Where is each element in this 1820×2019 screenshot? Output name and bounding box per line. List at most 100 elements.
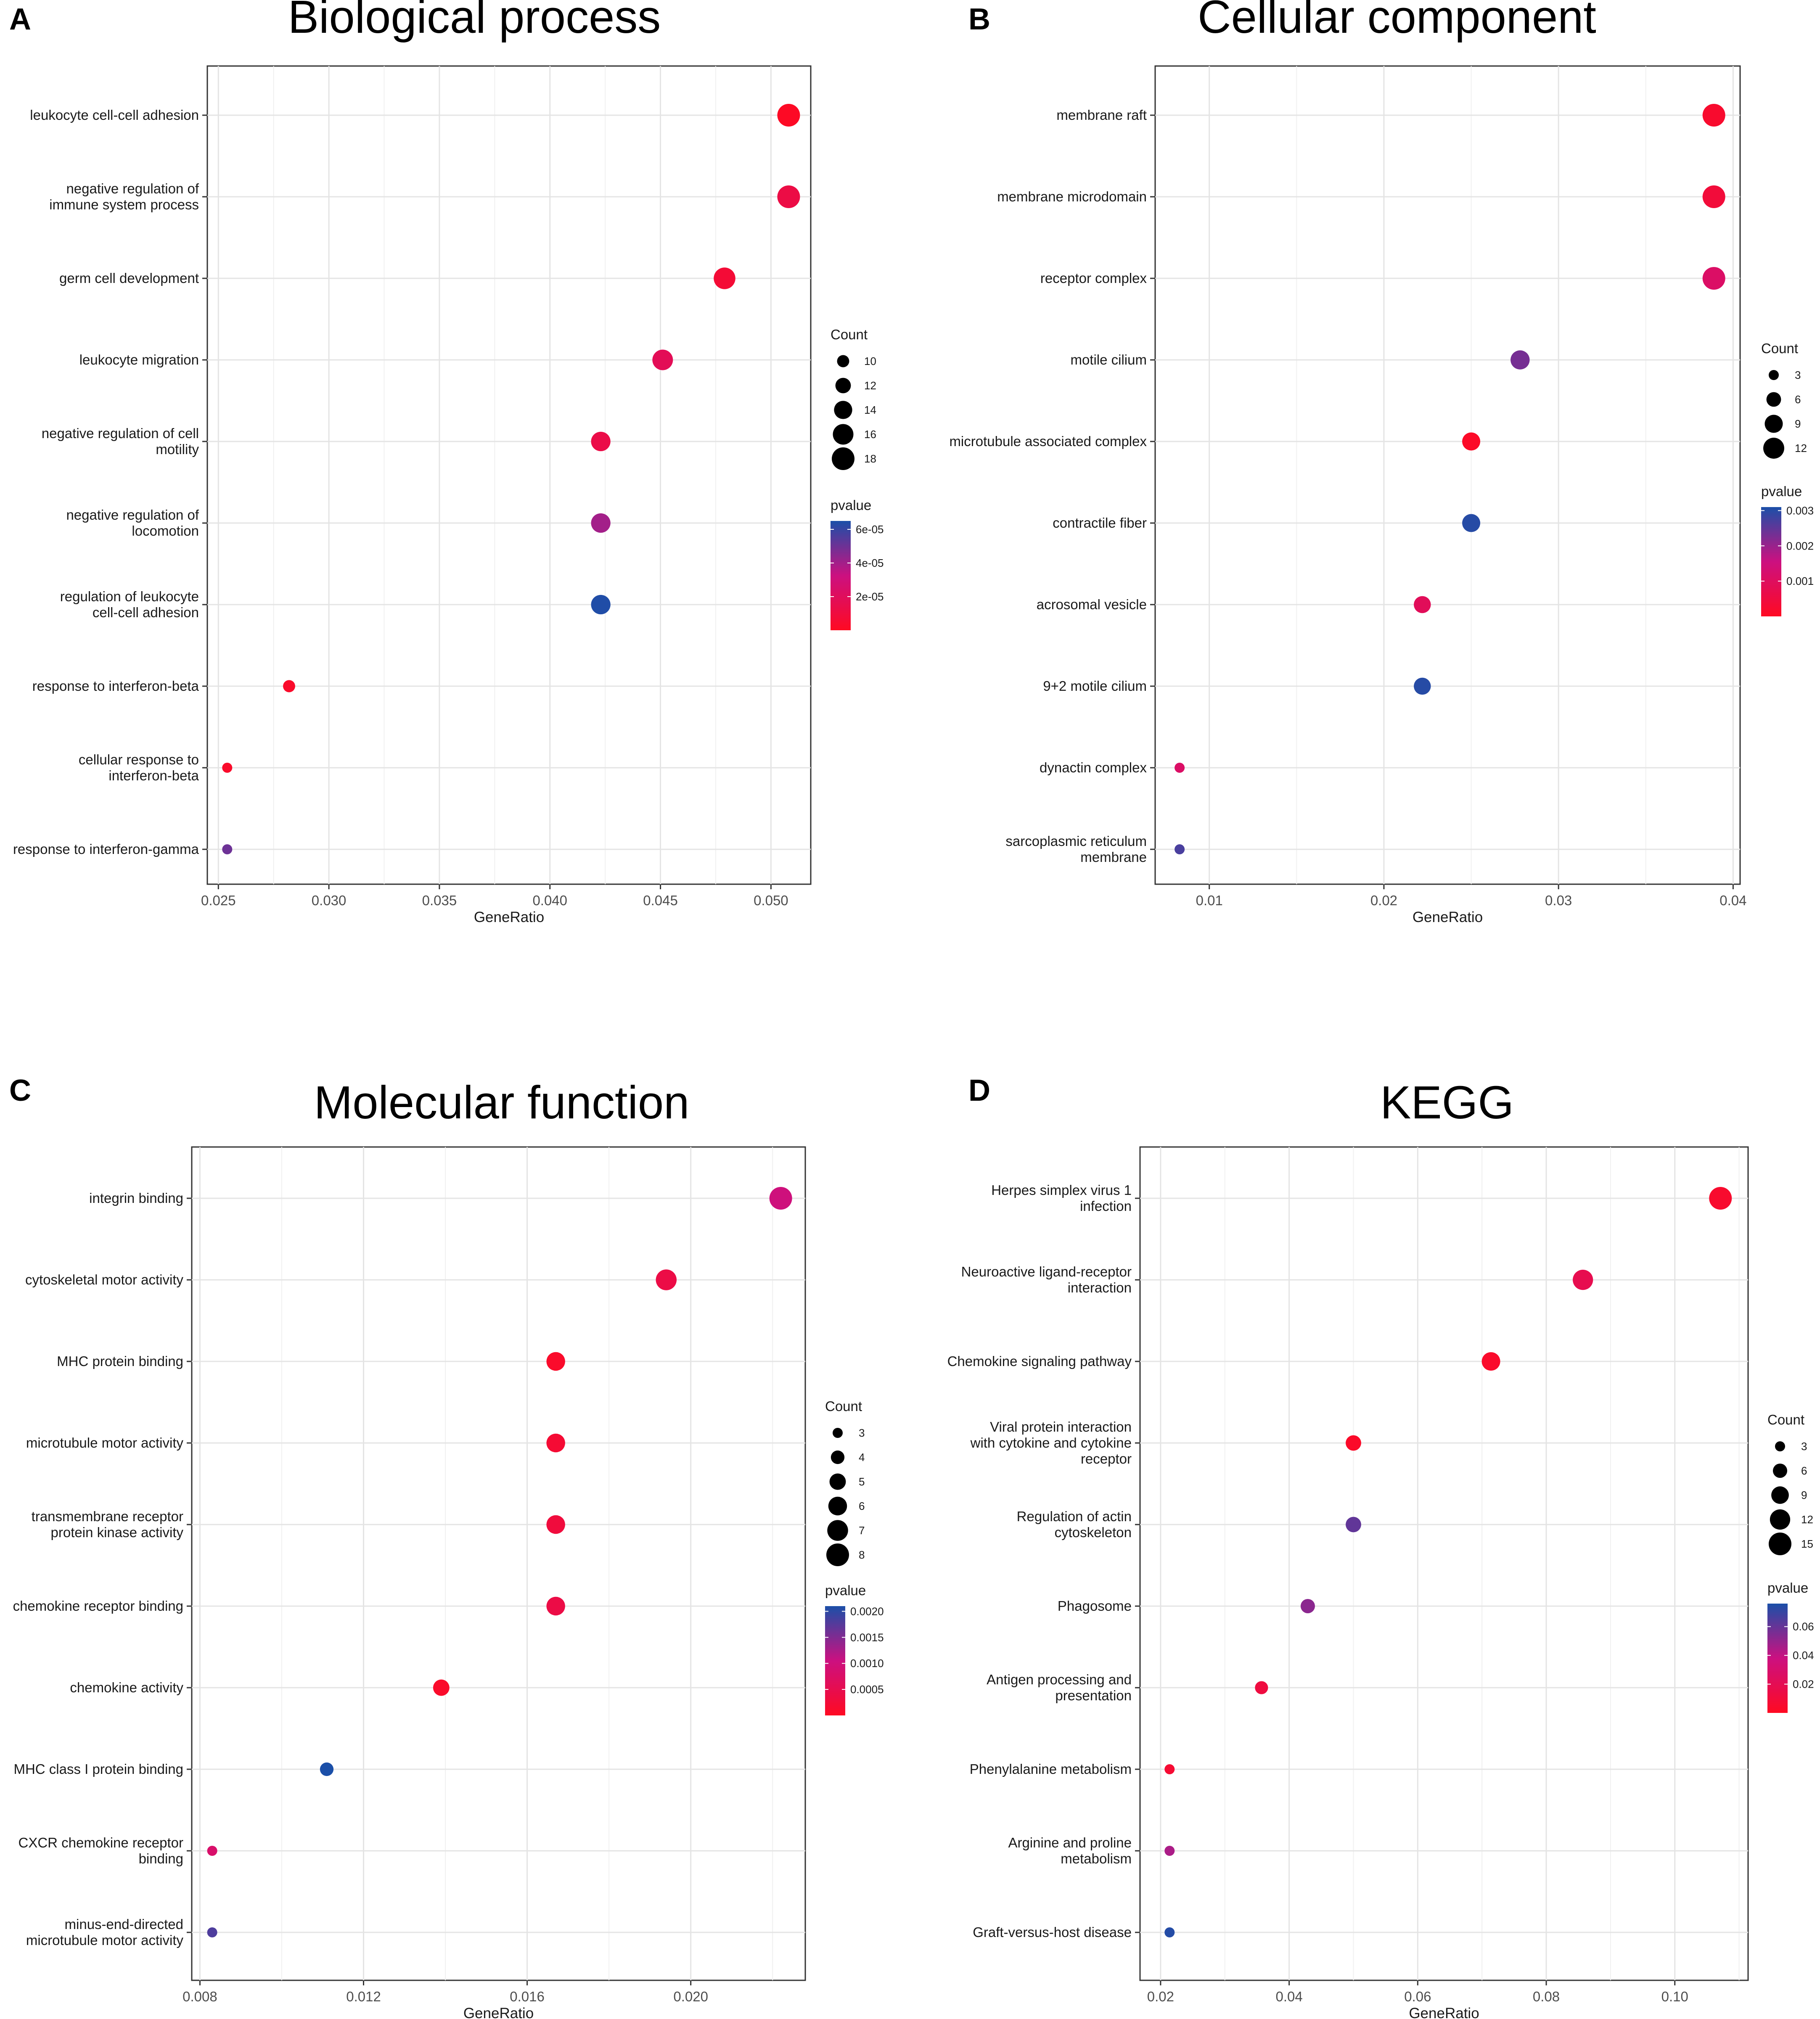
data-point	[1462, 514, 1481, 532]
category-label: negative regulation of cell	[42, 425, 199, 441]
x-tick-label: 0.045	[643, 893, 678, 908]
data-point	[433, 1679, 450, 1696]
pvalue-legend-label: 0.0010	[850, 1657, 884, 1670]
category-label: transmembrane receptor	[32, 1509, 183, 1524]
data-point	[1510, 350, 1530, 370]
chart-title: KEGG	[1380, 1077, 1514, 1128]
count-legend-dot	[837, 355, 849, 367]
x-tick-label: 0.040	[532, 893, 567, 908]
pvalue-legend-label: 0.001	[1786, 575, 1814, 587]
chart-title: Cellular component	[1198, 0, 1596, 43]
x-tick-label: 0.030	[312, 893, 347, 908]
category-label: sarcoplasmic reticulum	[1005, 833, 1147, 849]
pvalue-legend-label: 0.02	[1793, 1678, 1814, 1691]
x-tick-label: 0.06	[1404, 1989, 1431, 2004]
x-axis-label: GeneRatio	[463, 2005, 534, 2019]
data-point	[1164, 1764, 1175, 1774]
data-point	[283, 680, 295, 692]
data-point	[591, 513, 611, 533]
count-legend-label: 7	[859, 1524, 865, 1537]
data-point	[320, 1762, 334, 1776]
category-label: CXCR chemokine receptor	[19, 1835, 184, 1850]
count-legend-label: 12	[1801, 1513, 1813, 1526]
pvalue-legend-label: 4e-05	[856, 557, 884, 569]
category-label: immune system process	[49, 197, 199, 212]
data-point	[1164, 1927, 1175, 1937]
count-legend-dot	[1769, 1533, 1791, 1555]
data-point	[591, 431, 611, 452]
data-point	[222, 763, 233, 773]
data-point	[207, 1927, 217, 1937]
data-point	[1709, 1187, 1732, 1210]
count-legend-dot	[1775, 1441, 1785, 1451]
count-legend-dot	[1771, 1486, 1789, 1504]
data-point	[1175, 844, 1185, 854]
data-point	[1414, 596, 1431, 613]
category-label: receptor	[1081, 1451, 1132, 1467]
panel-a: A Biological process leukocyte cell-cell a…	[9, 0, 884, 925]
x-tick-label: 0.02	[1370, 893, 1397, 908]
count-legend-label: 12	[864, 379, 876, 392]
count-legend-dot	[826, 1543, 849, 1566]
count-legend-title: Count	[1761, 341, 1798, 356]
category-label: response to interferon-gamma	[13, 841, 199, 857]
data-point	[1414, 677, 1431, 695]
category-label: negative regulation of	[66, 507, 199, 523]
count-legend-dot	[829, 1473, 846, 1490]
category-label: microtubule associated complex	[949, 433, 1147, 449]
data-point	[1481, 1352, 1500, 1371]
category-label: Chemokine signaling pathway	[947, 1353, 1132, 1369]
category-label: motile cilium	[1070, 352, 1147, 367]
count-legend-title: Count	[1767, 1412, 1804, 1427]
category-label: dynactin complex	[1040, 760, 1147, 775]
x-tick-label: 0.10	[1661, 1989, 1688, 2004]
data-point	[1175, 763, 1185, 773]
plot-panel	[191, 1146, 806, 1981]
data-point	[222, 844, 233, 854]
pvalue-legend-title: pvalue	[1767, 1580, 1808, 1596]
count-legend-dot	[1772, 1463, 1788, 1478]
count-legend-dot	[1770, 1509, 1791, 1530]
chart-title: Biological process	[288, 0, 661, 43]
category-label: chemokine activity	[70, 1680, 183, 1695]
pvalue-legend-label: 0.06	[1793, 1620, 1814, 1633]
count-legend-label: 18	[864, 452, 876, 465]
data-point	[546, 1352, 565, 1371]
panel-letter: C	[9, 1074, 31, 1107]
category-label: cellular response to	[79, 752, 199, 767]
count-legend-label: 6	[859, 1500, 865, 1512]
category-label: interferon-beta	[108, 768, 199, 783]
data-point	[1462, 432, 1481, 451]
data-point	[546, 1433, 565, 1453]
data-point	[1702, 104, 1725, 127]
category-label: receptor complex	[1040, 270, 1147, 286]
category-label: Arginine and proline	[1008, 1835, 1132, 1850]
x-axis-label: GeneRatio	[1413, 909, 1483, 925]
count-legend-label: 8	[859, 1549, 865, 1561]
pvalue-colorbar	[1761, 507, 1781, 616]
pvalue-legend-label: 0.0020	[850, 1605, 884, 1617]
category-label: membrane raft	[1056, 107, 1147, 123]
data-point	[1702, 185, 1725, 208]
data-point	[1255, 1681, 1268, 1694]
count-legend-label: 4	[859, 1451, 865, 1464]
count-legend-dot	[833, 1428, 843, 1438]
x-tick-label: 0.04	[1719, 893, 1746, 908]
category-label: minus-end-directed	[65, 1916, 183, 1932]
category-label: MHC class I protein binding	[13, 1761, 183, 1777]
pvalue-legend-label: 0.003	[1786, 504, 1814, 517]
data-point	[714, 267, 735, 289]
count-legend-dot	[835, 378, 851, 394]
pvalue-legend-label: 0.04	[1793, 1649, 1814, 1662]
category-label: microtubule motor activity	[26, 1435, 184, 1451]
pvalue-colorbar	[1767, 1604, 1788, 1713]
category-label: integrin binding	[89, 1190, 183, 1206]
x-tick-label: 0.02	[1147, 1989, 1174, 2004]
count-legend-label: 10	[864, 355, 876, 367]
category-label: protein kinase activity	[51, 1525, 184, 1540]
category-label: Herpes simplex virus 1	[991, 1182, 1132, 1198]
category-label: negative regulation of	[66, 181, 199, 196]
panel-letter: B	[968, 3, 990, 36]
category-label: binding	[139, 1851, 183, 1866]
